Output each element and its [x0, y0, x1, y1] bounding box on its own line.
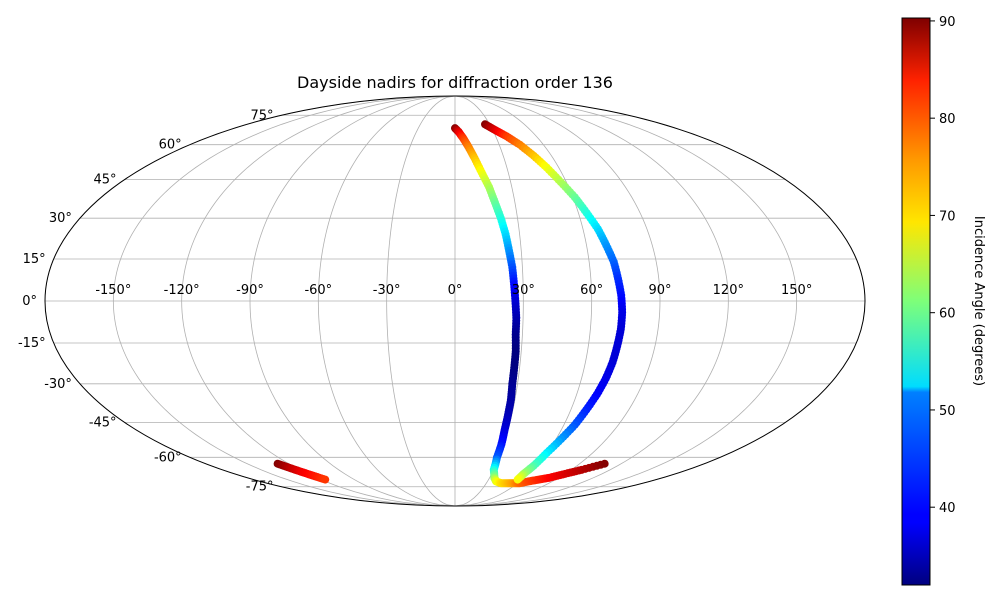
map-boundary [44, 95, 866, 507]
longitude-tick-label: 90° [648, 283, 671, 298]
colorbar [901, 17, 931, 586]
colorbar-tick-label: 50 [939, 404, 956, 419]
latitude-tick-label: 0° [22, 294, 37, 309]
longitude-tick-label: -120° [164, 283, 200, 298]
graticule [45, 96, 865, 506]
data-points [273, 120, 627, 488]
latitude-tick-label: -15° [18, 336, 46, 351]
latitude-tick-label: 75° [250, 108, 273, 123]
longitude-tick-label: -150° [95, 283, 131, 298]
latitude-tick-label: 60° [159, 138, 182, 153]
longitude-tick-label: -60° [304, 283, 332, 298]
longitude-tick-label: 0° [448, 283, 463, 298]
data-point [321, 475, 330, 484]
latitude-tick-label: -45° [89, 415, 117, 430]
longitude-tick-label: 60° [580, 283, 603, 298]
longitude-tick-label: -90° [236, 283, 264, 298]
longitude-tick-labels: -150° -120° -90° -60° -30° 0° 30° 60° 90° 120° 150… [95, 283, 812, 298]
colorbar-tick-label: 60 [939, 307, 956, 322]
longitude-tick-label: 150° [781, 283, 812, 298]
chart-title: Dayside nadirs for diffraction order 136 [297, 73, 613, 92]
data-point [513, 475, 522, 484]
latitude-tick-label: 30° [49, 211, 72, 226]
latitude-tick-label: 45° [94, 173, 117, 188]
data-point [600, 459, 609, 468]
longitude-tick-label: 120° [713, 283, 744, 298]
colorbar-tick-label: 40 [939, 501, 956, 516]
colorbar-tick-label: 90 [939, 15, 956, 30]
latitude-tick-label: -30° [44, 377, 72, 392]
colorbar-tick-label: 80 [939, 112, 956, 127]
longitude-tick-label: -30° [373, 283, 401, 298]
longitude-tick-label: 30° [512, 283, 535, 298]
latitude-tick-label: -75° [246, 480, 274, 495]
colorbar-ticks: 40 50 60 70 80 90 [930, 15, 956, 516]
latitude-tick-label: -60° [154, 450, 182, 465]
colorbar-tick-label: 70 [939, 209, 956, 224]
colorbar-label: Incidence Angle (degrees) [971, 216, 986, 386]
latitude-tick-label: 15° [23, 252, 46, 267]
latitude-tick-labels: -75° -60° -45° -30° -15° 0° 15° 30° 45° 60° 75° [18, 108, 274, 494]
